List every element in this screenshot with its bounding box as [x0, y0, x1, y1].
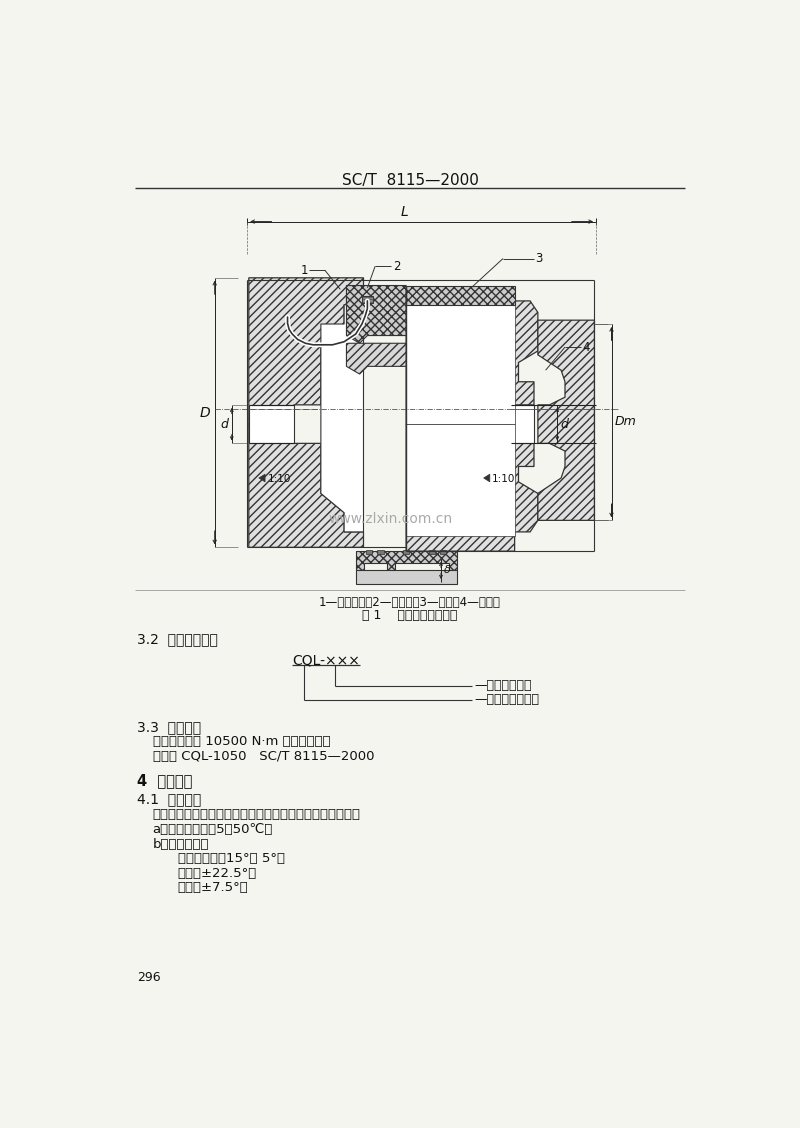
Polygon shape [259, 474, 265, 482]
Text: 2: 2 [393, 259, 401, 273]
Polygon shape [249, 405, 294, 443]
Text: b）倒斜摇摇：: b）倒斜摇摇： [153, 838, 210, 851]
Text: 4: 4 [582, 341, 590, 353]
Text: 1:10: 1:10 [267, 474, 290, 484]
Polygon shape [406, 305, 514, 424]
Bar [403, 549, 410, 554]
Polygon shape [538, 320, 594, 520]
Text: 1—充气管路；2—从动盘；3—气胎；4—主动盘: 1—充气管路；2—从动盘；3—气胎；4—主动盘 [319, 596, 501, 609]
Polygon shape [510, 405, 534, 443]
Text: Dm: Dm [614, 415, 636, 429]
Polygon shape [406, 285, 514, 305]
Text: —船用气胎离合器: —船用气胎离合器 [474, 694, 539, 706]
Text: 1:10: 1:10 [492, 474, 515, 484]
Polygon shape [356, 571, 457, 583]
Text: δ: δ [444, 565, 451, 575]
Polygon shape [346, 343, 406, 374]
Text: 4  技术要求: 4 技术要求 [138, 773, 193, 788]
Text: SC/T  8115—2000: SC/T 8115—2000 [342, 173, 478, 187]
Polygon shape [249, 424, 363, 547]
Text: 横倾和纵倾：15°和 5°；: 横倾和纵倾：15°和 5°； [178, 853, 285, 865]
Bar [366, 549, 372, 554]
Bar [440, 549, 446, 554]
Text: 纵摇：±7.5°；: 纵摇：±7.5°； [178, 881, 248, 895]
Polygon shape [249, 277, 363, 424]
Text: 图 1    气胎离合器总装图: 图 1 气胎离合器总装图 [362, 609, 458, 622]
Text: CQL-×××: CQL-××× [292, 653, 360, 668]
Text: 气胎离合器的所有零部件应在下列环境条件下能正常工作：: 气胎离合器的所有零部件应在下列环境条件下能正常工作： [153, 808, 361, 820]
Polygon shape [346, 285, 406, 343]
Text: 传递公称扭矩 10500 N·m 的气胎离合器: 传递公称扭矩 10500 N·m 的气胎离合器 [153, 735, 330, 748]
Text: L: L [401, 205, 409, 219]
Text: 离合器 CQL-1050   SC/T 8115—2000: 离合器 CQL-1050 SC/T 8115—2000 [153, 750, 374, 763]
Text: 4.1  环境条件: 4.1 环境条件 [138, 792, 202, 807]
Text: 横摇：±22.5°；: 横摇：±22.5°； [178, 866, 257, 880]
Bar [429, 549, 435, 554]
Polygon shape [484, 474, 490, 482]
Polygon shape [406, 424, 514, 536]
Text: 296: 296 [138, 971, 161, 984]
Polygon shape [356, 552, 457, 571]
Text: D: D [199, 406, 210, 420]
Polygon shape [362, 296, 373, 303]
Polygon shape [406, 424, 538, 552]
Text: 3.2  型号表示方法: 3.2 型号表示方法 [138, 632, 218, 646]
Text: 1: 1 [300, 264, 308, 276]
Text: —最大工作扭矩: —最大工作扭矩 [474, 679, 532, 693]
Text: www.zlxin.com.cn: www.zlxin.com.cn [329, 512, 453, 526]
Text: d: d [221, 417, 229, 431]
Polygon shape [406, 290, 538, 424]
Text: 3: 3 [535, 252, 543, 265]
Bar [378, 549, 384, 554]
Text: d: d [560, 417, 568, 431]
Text: 3.3  标记示例: 3.3 标记示例 [138, 721, 202, 734]
Polygon shape [321, 305, 363, 532]
Text: a）空气温度：－5～50℃；: a）空气温度：－5～50℃； [153, 823, 273, 836]
